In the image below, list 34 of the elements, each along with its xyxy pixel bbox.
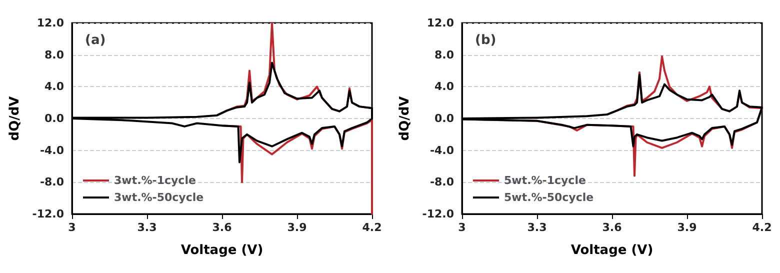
y-tick-label: 4.0 <box>434 80 454 94</box>
y-tick-label: -4.0 <box>430 144 454 157</box>
x-tick-label: 3.6 <box>602 221 622 234</box>
legend-label: 3wt.%-50cycle <box>114 191 204 204</box>
y-axis-title: dQ/dV <box>397 96 412 141</box>
y-tick-label: 12.0 <box>426 16 454 30</box>
y-tick-label: 8.0 <box>434 48 454 62</box>
y-tick-label: 12.0 <box>36 16 64 30</box>
y-tick-label: 0.0 <box>44 112 64 125</box>
x-tick-label: 4.2 <box>362 221 382 234</box>
y-tick-label: 4.0 <box>44 80 64 94</box>
x-tick-label: 3.3 <box>527 221 547 234</box>
x-axis-title: Voltage (V) <box>180 243 264 258</box>
x-tick-label: 3.3 <box>137 221 157 234</box>
legend-label: 5wt.%-50cycle <box>504 191 594 204</box>
legend-label: 3wt.%-1cycle <box>114 174 196 187</box>
x-axis-title: Voltage (V) <box>570 243 654 258</box>
x-tick-label: 3 <box>68 221 76 234</box>
x-tick-label: 3.9 <box>677 221 697 234</box>
y-tick-label: -4.0 <box>40 144 64 157</box>
y-axis-title: dQ/dV <box>7 96 22 141</box>
y-tick-label: 0.0 <box>434 112 454 125</box>
text: (b) <box>475 33 496 48</box>
y-tick-label: 8.0 <box>44 48 64 62</box>
legend-label: 5wt.%-1cycle <box>504 174 586 187</box>
y-tick-label: -12.0 <box>32 208 64 220</box>
text: (a) <box>85 33 106 48</box>
y-tick-label: -8.0 <box>40 176 64 189</box>
x-tick-label: 4.2 <box>752 221 772 234</box>
x-tick-label: 3.9 <box>287 221 307 234</box>
y-tick-label: -12.0 <box>422 208 454 220</box>
y-tick-label: -8.0 <box>430 176 454 189</box>
x-tick-label: 3 <box>458 221 466 234</box>
x-tick-label: 3.6 <box>212 221 232 234</box>
